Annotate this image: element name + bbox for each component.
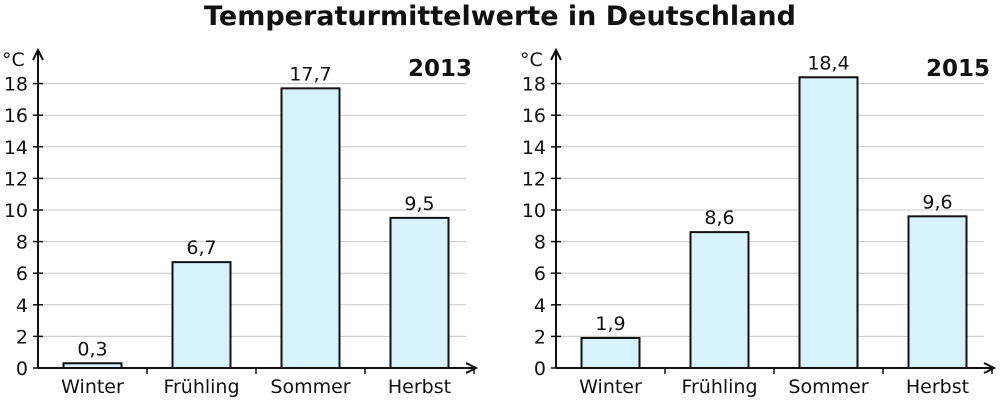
y-tick-label: 12 bbox=[522, 168, 546, 190]
x-category-label: Sommer bbox=[788, 376, 868, 398]
y-axis-arrow bbox=[550, 47, 562, 61]
y-axis-arrow bbox=[32, 47, 44, 61]
y-axis-unit: °C bbox=[520, 49, 543, 71]
y-tick-label: 18 bbox=[4, 74, 28, 96]
y-tick-label: 6 bbox=[16, 263, 28, 285]
bar-Winter bbox=[580, 336, 641, 370]
bar-value-label: 17,7 bbox=[289, 63, 331, 85]
y-tick-label: 0 bbox=[534, 358, 546, 380]
x-category-label: Herbst bbox=[388, 376, 451, 398]
y-tick-label: 10 bbox=[522, 200, 546, 222]
y-tick-label: 4 bbox=[534, 295, 546, 317]
y-tick-label: 16 bbox=[522, 105, 546, 127]
bar-value-label: 8,6 bbox=[704, 207, 734, 229]
x-category-label: Frühling bbox=[681, 376, 757, 398]
bar-Sommer bbox=[798, 76, 859, 369]
x-category-label: Winter bbox=[61, 376, 124, 398]
y-tick-label: 4 bbox=[16, 295, 28, 317]
bar-Herbst bbox=[389, 216, 450, 369]
chart-panel-2015: 0 2 4 6 8 10 12 14 16 18 °C 2015 1,9 Winter 8,6 Frühlin… bbox=[520, 47, 997, 398]
bar-value-label: 1,9 bbox=[595, 313, 625, 335]
bar-Frühling bbox=[171, 261, 232, 370]
y-tick-label: 18 bbox=[522, 74, 546, 96]
x-category-label: Herbst bbox=[906, 376, 969, 398]
x-axis-arrow bbox=[983, 362, 997, 374]
x-category-label: Sommer bbox=[270, 376, 350, 398]
page-title: Temperaturmittelwerte in Deutschland bbox=[204, 1, 796, 32]
y-tick-label: 14 bbox=[522, 137, 546, 159]
bar-value-label: 6,7 bbox=[186, 237, 216, 259]
y-axis-unit: °C bbox=[2, 49, 25, 71]
x-axis-arrow bbox=[465, 362, 479, 374]
x-category-label: Frühling bbox=[163, 376, 239, 398]
y-tick-label: 10 bbox=[4, 200, 28, 222]
bar-Winter bbox=[62, 362, 123, 370]
y-tick-label: 8 bbox=[16, 232, 28, 254]
bar-Herbst bbox=[907, 215, 968, 369]
bar-Sommer bbox=[280, 87, 341, 369]
y-tick-label: 12 bbox=[4, 168, 28, 190]
bar-Frühling bbox=[689, 231, 750, 369]
y-tick-label: 14 bbox=[4, 137, 28, 159]
y-tick-label: 2 bbox=[534, 326, 546, 348]
bar-value-label: 0,3 bbox=[77, 338, 107, 360]
y-tick-label: 2 bbox=[16, 326, 28, 348]
y-tick-label: 0 bbox=[16, 358, 28, 380]
panel-year-label: 2013 bbox=[408, 56, 472, 82]
panel-year-label: 2015 bbox=[926, 56, 990, 82]
y-tick-label: 6 bbox=[534, 263, 546, 285]
bar-value-label: 9,6 bbox=[922, 191, 952, 213]
bar-value-label: 9,5 bbox=[404, 193, 434, 215]
chart-panel-2013: 0 2 4 6 8 10 12 14 16 18 °C 2013 0,3 Winter 6,7 Frühlin… bbox=[2, 47, 479, 398]
x-category-label: Winter bbox=[579, 376, 642, 398]
bar-value-label: 18,4 bbox=[807, 52, 849, 74]
y-tick-label: 8 bbox=[534, 232, 546, 254]
y-tick-label: 16 bbox=[4, 105, 28, 127]
